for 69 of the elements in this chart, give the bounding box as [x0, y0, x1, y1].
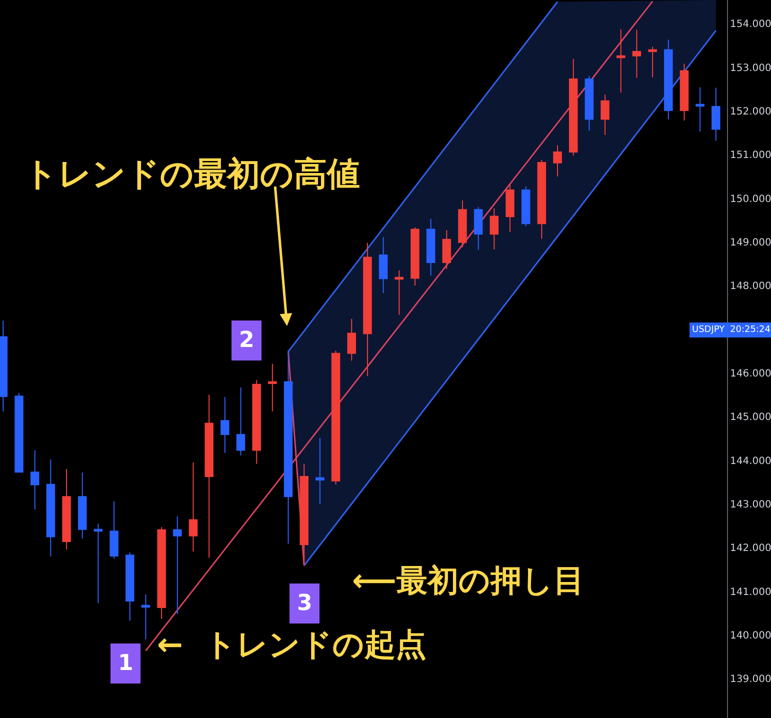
candlestick	[458, 200, 467, 248]
y-tick-label: 146.000	[730, 368, 771, 380]
annotation: 2	[239, 328, 254, 353]
candlestick	[173, 516, 182, 615]
candlestick	[252, 379, 261, 464]
candlestick	[537, 159, 546, 240]
y-tick-label: 143.000	[730, 500, 771, 510]
y-tick-label: 142.000	[730, 543, 771, 554]
candlestick	[141, 594, 150, 640]
candlestick	[632, 29, 642, 78]
annotation: トレンドの最初の高値	[24, 154, 360, 193]
candlestick	[506, 183, 514, 232]
annotation: ⟵最初の押し目	[352, 563, 584, 599]
annotation: 1	[118, 651, 134, 676]
y-tick-label: 144.000	[730, 456, 771, 467]
candlestick	[553, 144, 562, 177]
candlestick	[584, 75, 594, 132]
candlestick	[410, 227, 420, 286]
candlestick	[316, 438, 324, 504]
y-tick-label: 139.000	[730, 674, 771, 686]
candlestick	[474, 206, 483, 250]
candlestick	[62, 468, 71, 550]
candlestick	[347, 318, 356, 362]
y-tick-label: 152.000	[730, 106, 771, 118]
candlestick	[616, 28, 626, 94]
candlestick	[268, 363, 277, 412]
y-tick-label: 150.000	[730, 194, 771, 205]
candlestick	[696, 86, 704, 132]
candlestick	[46, 458, 56, 557]
text: 20:25:24	[730, 325, 771, 335]
candlestick	[490, 208, 499, 250]
candlestick	[568, 58, 578, 156]
candlestick	[648, 46, 657, 78]
candlestick	[600, 94, 610, 136]
candlestick	[110, 500, 118, 560]
y-tick-label: 154.000	[730, 19, 771, 30]
y-tick-label: 141.000	[730, 586, 771, 598]
annotation: USDJPY	[692, 325, 726, 335]
candlestick	[14, 392, 24, 473]
candlestick	[94, 523, 103, 604]
y-tick-label: 148.000	[730, 281, 771, 292]
candlestick	[378, 236, 388, 294]
candlestick	[30, 450, 40, 510]
annotation: ← トレンドの起点	[157, 627, 427, 663]
candlestick	[284, 350, 293, 544]
candlestick	[363, 242, 372, 377]
y-tick-label: 145.000	[730, 412, 771, 424]
candlestick	[331, 350, 340, 485]
candlestick	[0, 320, 8, 412]
candlestick	[126, 552, 134, 622]
candlestick	[220, 396, 230, 454]
candlestick	[712, 87, 720, 142]
candlestick	[680, 63, 689, 122]
candlestick	[188, 462, 198, 552]
y-tick-label: 153.000	[730, 62, 771, 74]
candlestick	[442, 230, 452, 270]
candlestick	[78, 472, 87, 539]
y-tick-label: 140.000	[730, 630, 771, 642]
candlestick	[426, 218, 436, 276]
candlestick	[236, 386, 246, 456]
candlestick	[394, 270, 404, 316]
candlestick	[204, 394, 214, 558]
candlestick	[157, 526, 166, 620]
candlestick	[664, 39, 673, 120]
candlestick	[521, 186, 530, 227]
candlestick	[300, 463, 308, 565]
annotation: 3	[297, 591, 312, 616]
y-tick-label: 151.000	[730, 150, 771, 162]
y-tick-label: 149.000	[730, 237, 771, 248]
